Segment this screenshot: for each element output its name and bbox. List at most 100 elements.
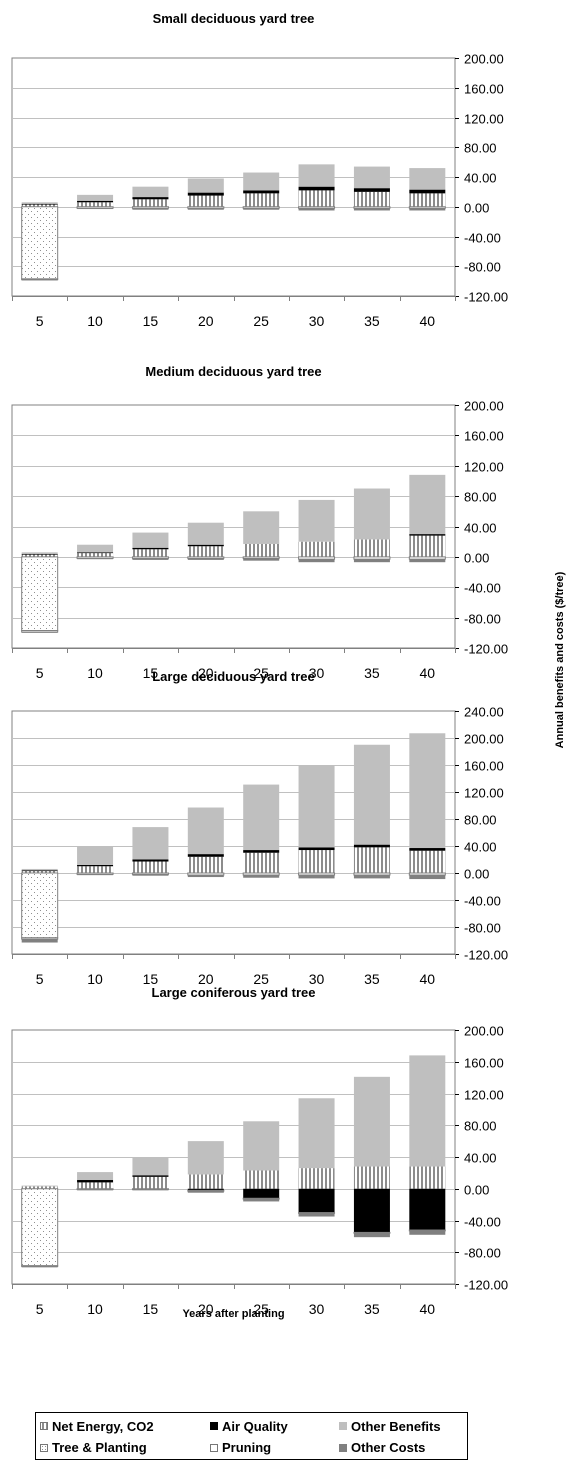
bar-net-energy-co2-15: [132, 861, 169, 873]
bar-pruning-10: [76, 206, 114, 209]
bar-other-costs-40: [409, 559, 446, 563]
y-tick-label: -120.00: [464, 290, 508, 305]
legend-swatch-dots: [40, 1443, 48, 1452]
bar-other-benefits-15: [132, 532, 169, 548]
legend-label: Net Energy, CO2: [52, 1418, 154, 1434]
bar-air-quality-10: [77, 200, 114, 203]
bar-other-benefits-20: [187, 807, 224, 855]
bar-other-costs-15: [132, 1189, 169, 1191]
bar-pruning-10: [76, 556, 114, 559]
y-tick-label: 160.00: [464, 82, 504, 97]
chart-title: Small deciduous yard tree: [153, 11, 315, 26]
bar-other-costs-15: [132, 874, 169, 876]
bar-pruning-20: [187, 872, 225, 876]
bar-net-energy-co2-5: [21, 204, 58, 207]
bar-other-benefits-25: [243, 1121, 280, 1171]
bar-other-costs-15: [132, 208, 169, 210]
bar-net-energy-co2-20: [187, 195, 224, 207]
bar-net-energy-co2-25: [243, 193, 280, 207]
y-tick-label: 200.00: [464, 1024, 504, 1039]
bar-other-benefits-40: [409, 168, 446, 190]
x-tick-label: 20: [198, 313, 214, 329]
bar-pruning-40: [408, 1229, 446, 1232]
x-tick-label: 30: [309, 1301, 325, 1317]
bar-net-energy-co2-25: [243, 543, 280, 557]
x-tick-label: 10: [87, 313, 103, 329]
x-tick-label: 15: [143, 313, 159, 329]
bar-other-benefits-10: [77, 544, 114, 553]
y-tick-label: 200.00: [464, 732, 504, 747]
bar-other-costs-40: [409, 1230, 446, 1235]
bar-other-benefits-40: [409, 1055, 446, 1167]
legend-item-other-benefits: Other Benefits: [339, 1416, 469, 1436]
chart-title: Large deciduous yard tree: [152, 669, 315, 684]
y-tick-label: 120.00: [464, 460, 504, 475]
bar-other-costs-25: [243, 208, 280, 210]
bar-net-energy-co2-20: [187, 1174, 224, 1189]
bar-other-costs-5: [21, 939, 58, 943]
legend-item-pruning: Pruning: [210, 1438, 339, 1458]
y-tick-label: 40.00: [464, 521, 497, 536]
y-tick-label: -80.00: [464, 921, 501, 936]
y-tick-label: 160.00: [464, 759, 504, 774]
bar-other-costs-5: [21, 1266, 58, 1268]
legend-swatch-black: [210, 1422, 218, 1430]
bar-other-benefits-10: [77, 1172, 114, 1181]
bar-other-benefits-35: [353, 1076, 390, 1167]
bar-other-benefits-20: [187, 1141, 224, 1175]
y-axis-title: Annual benefits and costs ($/tree): [554, 571, 566, 749]
bar-other-costs-25: [243, 1199, 280, 1202]
bar-other-costs-20: [187, 558, 224, 560]
bar-other-costs-30: [298, 208, 335, 211]
bar-other-benefits-30: [298, 1098, 335, 1169]
legend-swatch-lightgray: [339, 1422, 347, 1430]
bar-pruning-25: [242, 1197, 280, 1200]
legend-label: Other Benefits: [351, 1418, 441, 1434]
x-tick-label: 30: [309, 313, 325, 329]
bar-air-quality-5: [21, 203, 58, 205]
bar-other-costs-30: [298, 1213, 335, 1217]
bar-net-energy-co2-40: [409, 193, 446, 207]
bar-air-quality-20: [187, 854, 224, 857]
bar-other-costs-30: [298, 875, 335, 879]
x-tick-label: 35: [364, 313, 380, 329]
x-tick-label: 25: [253, 665, 269, 681]
bar-pruning-5: [21, 1265, 59, 1268]
y-tick-label: -80.00: [464, 260, 501, 275]
x-tick-label: 5: [36, 313, 44, 329]
bar-other-benefits-5: [21, 552, 58, 554]
x-tick-label: 10: [87, 971, 103, 987]
x-tick-label: 10: [87, 665, 103, 681]
bar-net-energy-co2-5: [21, 554, 58, 557]
bar-net-energy-co2-30: [298, 1168, 335, 1189]
y-tick-label: -80.00: [464, 612, 501, 627]
y-tick-label: 120.00: [464, 1088, 504, 1103]
bar-other-costs-10: [77, 558, 114, 560]
x-tick-label: 40: [420, 971, 436, 987]
bar-other-benefits-15: [132, 827, 169, 860]
bar-other-costs-10: [77, 208, 114, 210]
y-tick-label: -120.00: [464, 1278, 508, 1293]
x-tick-label: 10: [87, 1301, 103, 1317]
bar-pruning-40: [408, 872, 446, 876]
legend-label: Pruning: [222, 1440, 272, 1455]
bar-other-benefits-5: [21, 868, 58, 871]
bar-air-quality-20: [187, 1188, 224, 1191]
y-tick-label: 0.00: [464, 201, 489, 216]
bar-other-costs-10: [77, 874, 114, 876]
x-tick-label: 15: [143, 1301, 159, 1317]
x-tick-label: 5: [36, 665, 44, 681]
bar-air-quality-15: [132, 547, 169, 550]
bar-air-quality-20: [187, 544, 224, 547]
bar-other-benefits-30: [298, 765, 335, 848]
bar-pruning-35: [353, 872, 391, 876]
bar-other-benefits-25: [243, 172, 280, 191]
y-tick-label: 40.00: [464, 171, 497, 186]
bar-air-quality-35: [353, 844, 390, 848]
bar-other-benefits-20: [187, 522, 224, 545]
y-tick-label: 160.00: [464, 429, 504, 444]
bar-air-quality-15: [132, 197, 169, 200]
bar-pruning-30: [298, 872, 336, 876]
bar-pruning-35: [353, 1231, 391, 1234]
bar-pruning-25: [242, 872, 280, 876]
